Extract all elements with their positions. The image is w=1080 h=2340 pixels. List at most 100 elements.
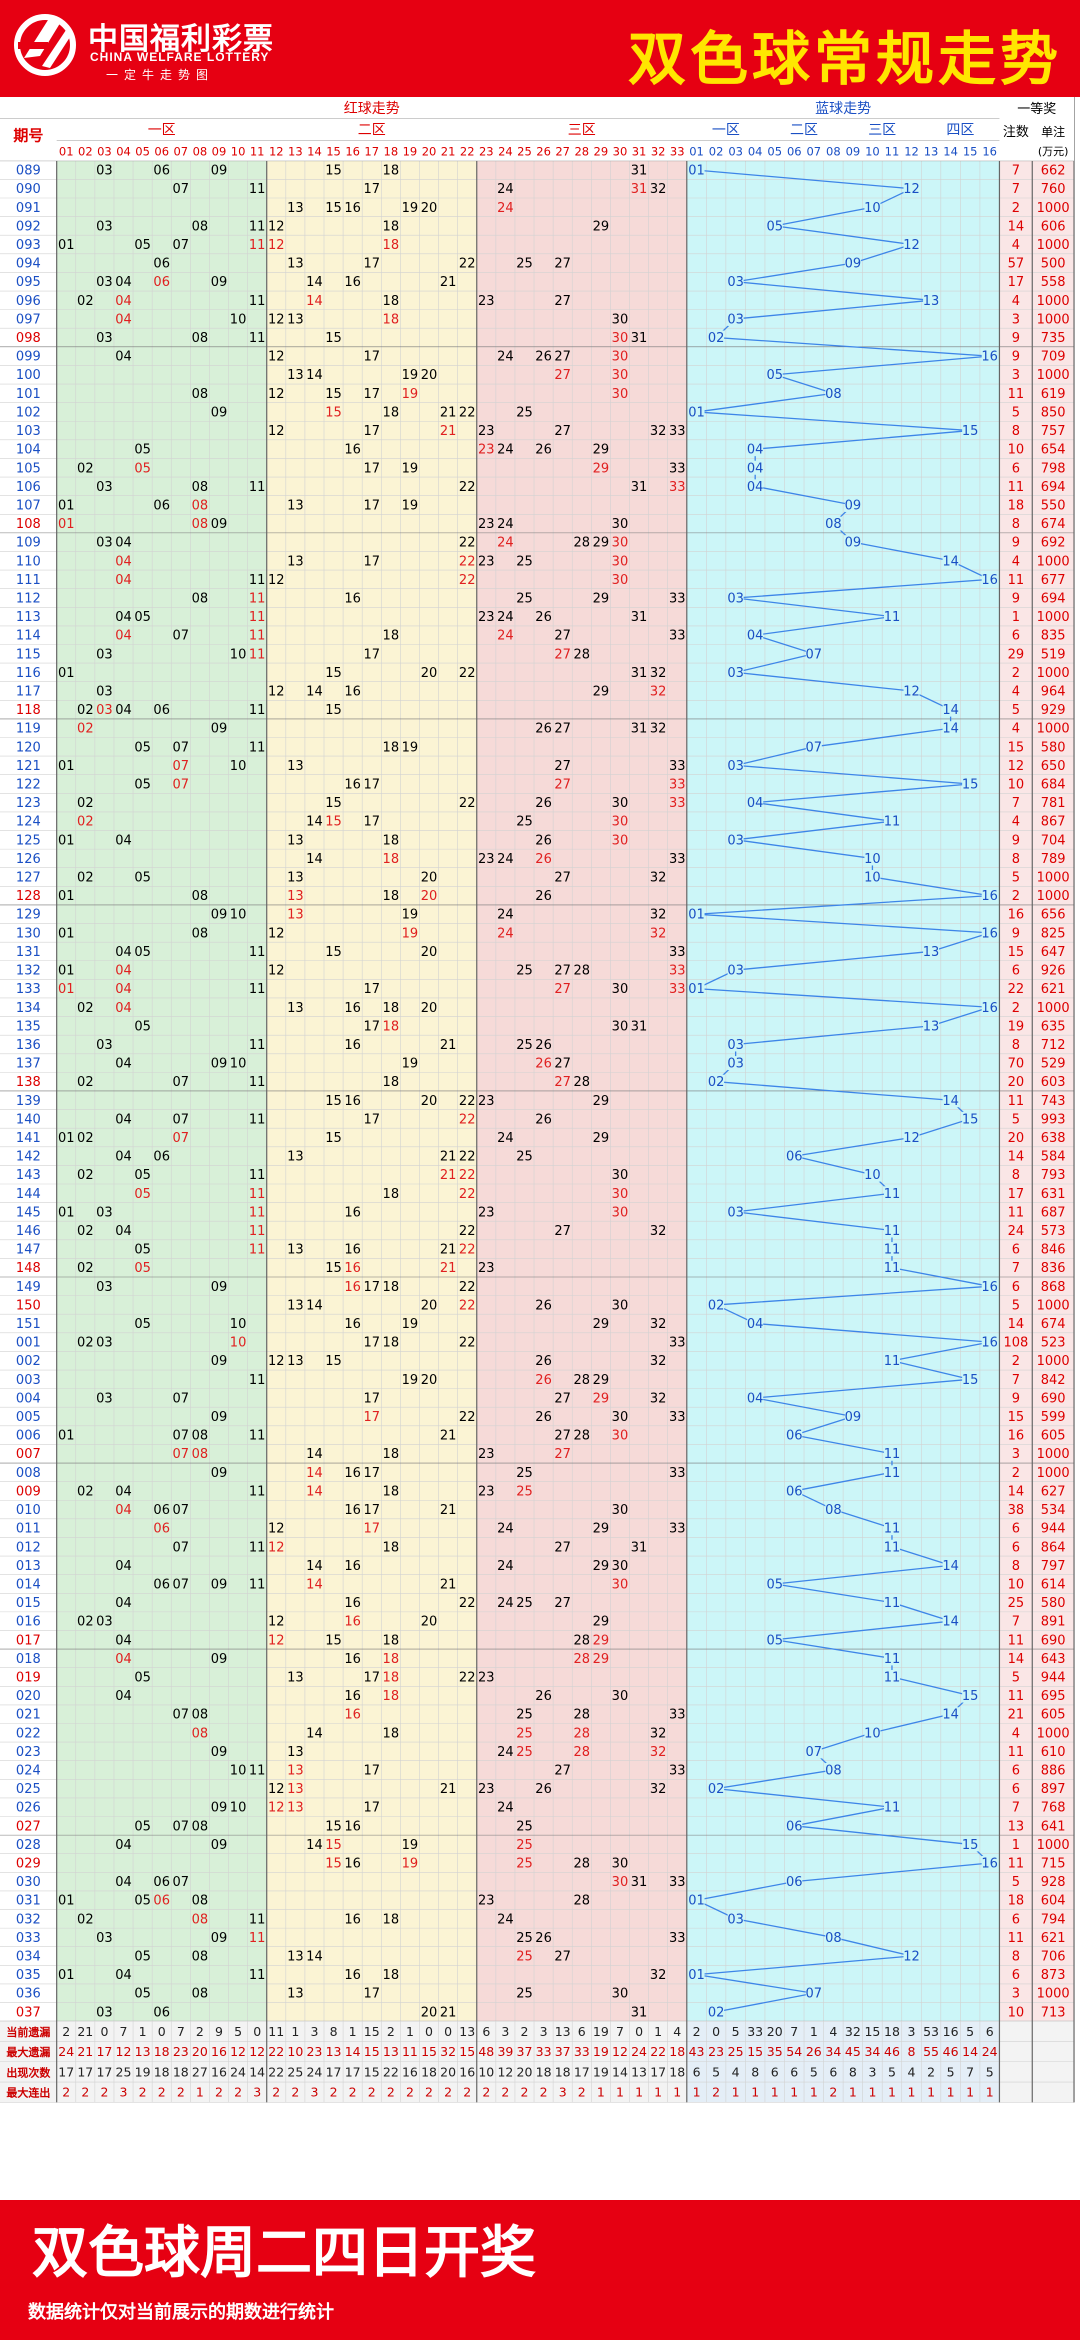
red-ball-mark: 24 xyxy=(497,1745,514,1760)
winner-count: 7 xyxy=(1012,1261,1020,1276)
red-ball-mark: 08 xyxy=(192,889,209,904)
red-stat-value: 1 xyxy=(635,2085,643,2100)
red-ball-mark: 05 xyxy=(134,238,151,253)
red-ball-mark: 27 xyxy=(554,1950,571,1965)
prize-amount: 1000 xyxy=(1037,238,1070,253)
red-ball-mark: 19 xyxy=(402,387,419,402)
red-ball-mark: 12 xyxy=(268,684,285,699)
red-ball-mark: 16 xyxy=(344,1968,361,1983)
red-number-header: 18 xyxy=(384,145,399,159)
blue-ball-bg xyxy=(825,1763,842,1778)
blue-ball-bg xyxy=(805,646,822,661)
red-ball-mark: 15 xyxy=(325,1838,342,1853)
red-ball-mark: 25 xyxy=(516,1484,533,1499)
blue-stat-value: 5 xyxy=(810,2064,818,2079)
red-ball-mark: 04 xyxy=(115,350,132,365)
red-ball-mark: 11 xyxy=(249,1205,266,1220)
red-ball-mark: 30 xyxy=(612,331,629,346)
prize-amount: 793 xyxy=(1041,1168,1066,1183)
red-stat-value: 3 xyxy=(540,2024,548,2039)
winner-count: 14 xyxy=(1008,219,1025,234)
prize-amount: 1000 xyxy=(1037,1354,1070,1369)
red-number-header: 31 xyxy=(632,145,647,159)
winner-count: 9 xyxy=(1012,1391,1020,1406)
red-stat-value: 2 xyxy=(482,2085,490,2100)
winner-count: 5 xyxy=(1012,1298,1020,1313)
prize-amount: 929 xyxy=(1041,703,1066,718)
issue-number: 033 xyxy=(16,1931,41,1946)
red-ball-mark: 25 xyxy=(516,1987,533,2002)
blue-zone2-header: 二区 xyxy=(790,123,818,139)
red-ball-mark: 09 xyxy=(211,1057,228,1072)
blue-stat-value: 1 xyxy=(927,2085,935,2100)
blue-ball-mark: 10 xyxy=(864,852,881,867)
issue-number: 014 xyxy=(16,1577,41,1592)
prize-amount: 713 xyxy=(1041,2005,1066,2020)
blue-ball-bg xyxy=(747,479,764,494)
blue-ball-bg xyxy=(766,1632,783,1647)
winner-count: 5 xyxy=(1012,871,1020,886)
red-ball-mark: 27 xyxy=(554,294,571,309)
red-stat-value: 2 xyxy=(501,2085,509,2100)
red-number-header: 30 xyxy=(613,145,628,159)
red-ball-mark: 33 xyxy=(669,1466,686,1481)
red-ball-mark: 21 xyxy=(440,1150,457,1165)
red-ball-mark: 25 xyxy=(516,591,533,606)
red-ball-mark: 24 xyxy=(497,443,514,458)
blue-stat-value: 6 xyxy=(771,2064,779,2079)
red-stat-value: 33 xyxy=(574,2044,590,2059)
blue-stat-value: 20 xyxy=(767,2024,783,2039)
red-ball-mark: 08 xyxy=(192,926,209,941)
blue-stat-value: 1 xyxy=(849,2085,857,2100)
red-ball-mark: 30 xyxy=(612,1875,629,1890)
red-number-header: 15 xyxy=(326,145,341,159)
red-stat-value: 15 xyxy=(364,2044,380,2059)
red-stat-value: 2 xyxy=(425,2085,433,2100)
red-ball-mark: 31 xyxy=(631,1540,648,1555)
red-ball-mark: 26 xyxy=(535,443,552,458)
red-ball-mark: 18 xyxy=(383,629,400,644)
red-ball-mark: 02 xyxy=(77,871,94,886)
red-ball-mark: 29 xyxy=(593,1094,610,1109)
red-ball-mark: 03 xyxy=(96,1615,113,1630)
red-stat-value: 22 xyxy=(383,2064,399,2079)
red-ball-mark: 18 xyxy=(383,1019,400,1034)
red-ball-mark: 10 xyxy=(230,1801,247,1816)
red-stat-value: 24 xyxy=(230,2064,246,2079)
red-number-header: 06 xyxy=(154,145,169,159)
red-stat-value: 17 xyxy=(96,2044,112,2059)
red-ball-mark: 13 xyxy=(287,871,304,886)
red-ball-mark: 30 xyxy=(612,536,629,551)
red-ball-mark: 24 xyxy=(497,201,514,216)
red-ball-mark: 20 xyxy=(421,201,438,216)
red-ball-mark: 03 xyxy=(96,1931,113,1946)
red-ball-mark: 18 xyxy=(383,238,400,253)
winner-count: 14 xyxy=(1008,1317,1025,1332)
red-stat-value: 2 xyxy=(521,2085,529,2100)
winner-count: 9 xyxy=(1012,926,1020,941)
winner-count: 3 xyxy=(1012,312,1020,327)
red-stat-value: 13 xyxy=(631,2064,647,2079)
red-ball-mark: 07 xyxy=(173,1540,190,1555)
red-ball-mark: 06 xyxy=(153,1577,170,1592)
red-ball-mark: 08 xyxy=(192,1819,209,1834)
red-ball-mark: 07 xyxy=(173,1819,190,1834)
red-number-header: 12 xyxy=(269,145,284,159)
red-ball-mark: 31 xyxy=(631,164,648,179)
blue-ball-mark: 02 xyxy=(708,2005,725,2020)
red-ball-mark: 26 xyxy=(535,1038,552,1053)
blue-stat-value: 35 xyxy=(767,2044,783,2059)
issue-number: 028 xyxy=(16,1838,41,1853)
blue-stat-value: 45 xyxy=(845,2044,861,2059)
blue-ball-mark: 14 xyxy=(942,1708,959,1723)
winner-count: 1 xyxy=(1012,610,1020,625)
red-ball-mark: 17 xyxy=(363,1336,380,1351)
red-ball-mark: 05 xyxy=(134,461,151,476)
winner-count: 7 xyxy=(1012,182,1020,197)
blue-ball-bg xyxy=(727,1056,744,1071)
red-ball-mark: 10 xyxy=(230,312,247,327)
red-ball-mark: 05 xyxy=(134,1261,151,1276)
blue-ball-bg xyxy=(747,460,764,475)
red-stat-value: 7 xyxy=(120,2024,128,2039)
red-ball-mark: 19 xyxy=(402,908,419,923)
